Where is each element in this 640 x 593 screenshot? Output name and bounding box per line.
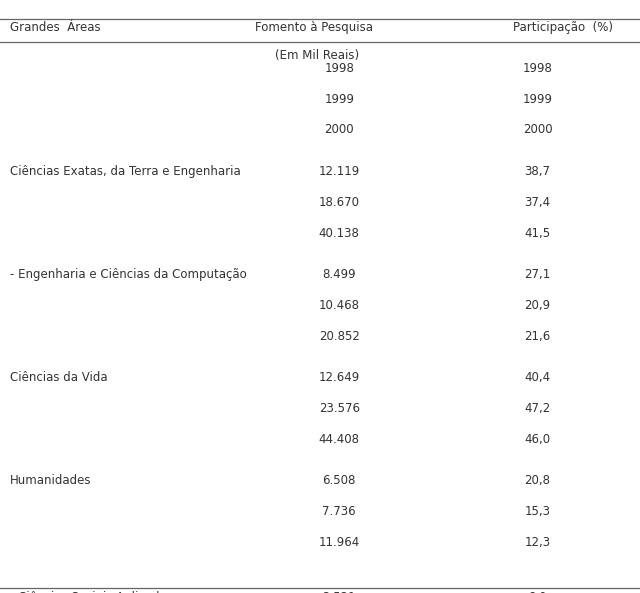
Text: 44.408: 44.408 [319,433,360,446]
Text: 8,0: 8,0 [529,591,547,593]
Text: Participação  (%): Participação (%) [513,21,613,34]
Text: 2.521: 2.521 [323,591,356,593]
Text: 18.670: 18.670 [319,196,360,209]
Text: 1999: 1999 [324,93,354,106]
Text: 12.119: 12.119 [319,165,360,178]
Text: (Em Mil Reais): (Em Mil Reais) [275,49,359,62]
Text: 47,2: 47,2 [524,402,551,415]
Text: 12.649: 12.649 [319,371,360,384]
Text: 2000: 2000 [523,123,552,136]
Text: Humanidades: Humanidades [10,474,91,487]
Text: 37,4: 37,4 [525,196,550,209]
Text: 20,8: 20,8 [525,474,550,487]
Text: 12,3: 12,3 [525,536,550,549]
Text: Grandes  Áreas: Grandes Áreas [10,21,100,34]
Text: 27,1: 27,1 [524,268,551,281]
Text: 23.576: 23.576 [319,402,360,415]
Text: - Ciências Sociais Aplicadas: - Ciências Sociais Aplicadas [10,591,172,593]
Text: 21,6: 21,6 [524,330,551,343]
Text: 10.468: 10.468 [319,299,360,312]
Text: 6.508: 6.508 [323,474,356,487]
Text: 20.852: 20.852 [319,330,360,343]
Text: 2000: 2000 [324,123,354,136]
Text: 8.499: 8.499 [323,268,356,281]
Text: 11.964: 11.964 [319,536,360,549]
Text: 41,5: 41,5 [525,227,550,240]
Text: Ciências Exatas, da Terra e Engenharia: Ciências Exatas, da Terra e Engenharia [10,165,241,178]
Text: Fomento à Pesquisa: Fomento à Pesquisa [255,21,372,34]
Text: 1999: 1999 [523,93,552,106]
Text: 38,7: 38,7 [525,165,550,178]
Text: 46,0: 46,0 [525,433,550,446]
Text: 1998: 1998 [324,62,354,75]
Text: Ciências da Vida: Ciências da Vida [10,371,108,384]
Text: 7.736: 7.736 [323,505,356,518]
Text: 15,3: 15,3 [525,505,550,518]
Text: - Engenharia e Ciências da Computação: - Engenharia e Ciências da Computação [10,268,246,281]
Text: 40.138: 40.138 [319,227,360,240]
Text: 1998: 1998 [523,62,552,75]
Text: 20,9: 20,9 [525,299,550,312]
Text: 40,4: 40,4 [525,371,550,384]
